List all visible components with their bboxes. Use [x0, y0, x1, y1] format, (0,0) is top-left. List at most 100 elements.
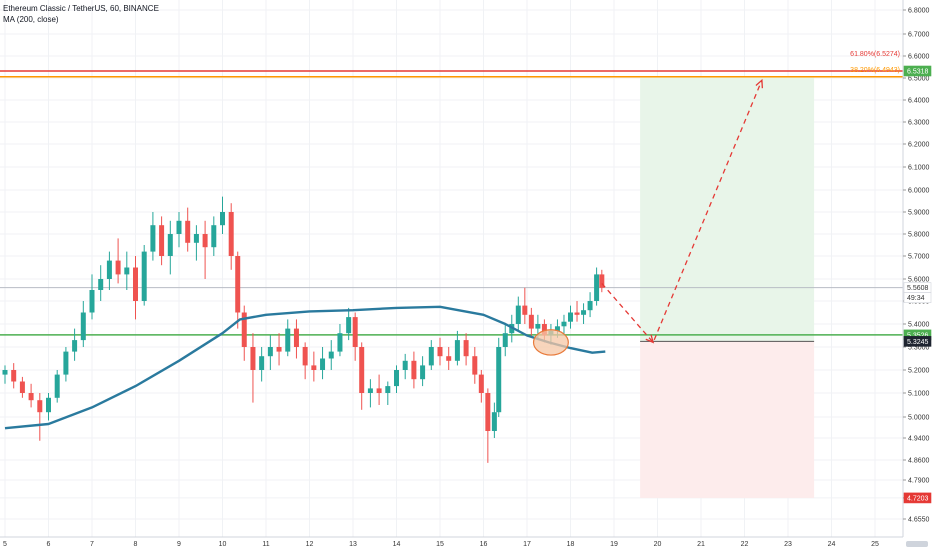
- price-tag-bg: [903, 336, 932, 347]
- candle: [502, 324, 508, 357]
- time-tick-label: 12: [306, 541, 314, 548]
- candle-body: [46, 397, 51, 413]
- candle: [454, 330, 460, 366]
- candle-body: [491, 412, 497, 431]
- time-tick-label: 13: [349, 541, 357, 548]
- candle: [352, 312, 358, 361]
- candle-body: [554, 326, 560, 331]
- candle: [267, 335, 273, 370]
- candle-body: [63, 351, 69, 375]
- candle-body: [463, 340, 469, 357]
- time-tick-label: 16: [480, 541, 488, 548]
- price-scale[interactable]: 6.8000 6.7000 6.6000 6.5000 6.4000 6.3000 6.20…: [902, 0, 932, 550]
- candle-body: [167, 234, 173, 256]
- time-tick-label: 23: [784, 541, 792, 548]
- candle: [428, 340, 434, 370]
- candles: [2, 196, 605, 463]
- projection-path: [601, 78, 764, 344]
- price-tick-label: 4.6550: [908, 517, 930, 524]
- candle-body: [385, 386, 391, 393]
- price-tag: 6.5318: [903, 65, 932, 77]
- candle-body: [502, 333, 508, 347]
- candle: [133, 256, 138, 320]
- price-tick-label: 5.7000: [908, 254, 930, 261]
- candle: [446, 347, 452, 370]
- time-tick-label: 15: [436, 541, 444, 548]
- candle-body: [72, 340, 78, 352]
- time-tick-label: 17: [523, 541, 531, 548]
- time-tick-label: 19: [610, 541, 618, 548]
- candle-body: [124, 267, 130, 275]
- candle-body: [587, 301, 593, 311]
- candle-body: [446, 356, 452, 361]
- candle: [115, 238, 121, 284]
- candle: [185, 207, 191, 252]
- candle-body: [402, 360, 408, 370]
- candle: [402, 353, 408, 380]
- candle-body: [337, 333, 343, 352]
- candle: [328, 340, 334, 370]
- price-tick-label: 6.0000: [908, 188, 930, 195]
- price-tick-label: 5.1000: [908, 391, 930, 398]
- candle: [376, 374, 382, 405]
- candle-body: [581, 310, 587, 315]
- candle: [259, 347, 265, 382]
- candle: [241, 305, 247, 361]
- price-tag-label: 5.3526: [907, 332, 929, 339]
- target-zone: [640, 76, 815, 342]
- candle: [346, 307, 352, 341]
- candle-body: [352, 317, 358, 347]
- price-tick-label: 5.4000: [908, 322, 930, 329]
- candle-body: [89, 290, 95, 313]
- horizontal-levels: [0, 70, 903, 336]
- candle-body: [561, 321, 567, 327]
- candle-body: [193, 234, 199, 243]
- candle: [420, 356, 426, 387]
- time-tick-label: 20: [654, 541, 662, 548]
- candle-body: [346, 317, 352, 334]
- candle: [28, 383, 34, 408]
- price-tick-label: 6.4000: [908, 98, 930, 105]
- candle: [220, 196, 225, 234]
- price-tag-label: 5.5608: [907, 285, 929, 292]
- candle-body: [37, 400, 43, 413]
- candle: [491, 402, 497, 438]
- candle-body: [454, 340, 460, 361]
- candle: [385, 381, 391, 405]
- candle-body: [241, 312, 247, 347]
- candle: [594, 267, 600, 306]
- projection-arrowhead-up: [755, 78, 764, 89]
- candle: [106, 251, 112, 290]
- candle-body: [159, 225, 165, 256]
- time-tick-label: 11: [262, 541, 269, 548]
- highlight-ellipse-group: [532, 329, 569, 356]
- candle-body: [515, 305, 521, 324]
- time-scale[interactable]: 5 6 7 8 9 10 11 12 13 14 15 16 17 18 19 20 21 22 23 24 25: [0, 536, 932, 550]
- candle: [98, 265, 104, 301]
- candle: [11, 363, 17, 389]
- candle: [437, 337, 443, 366]
- indicator-label[interactable]: MA (200, close): [3, 15, 59, 24]
- stop-zone: [640, 341, 815, 498]
- price-tick-label: 4.9400: [908, 436, 930, 443]
- time-tick-label: 10: [219, 541, 227, 548]
- candle-body: [98, 279, 104, 290]
- candle-body: [528, 314, 534, 329]
- candle-body: [367, 388, 373, 393]
- price-tick-label: 5.8000: [908, 232, 930, 239]
- candle: [202, 220, 208, 279]
- price-tag-bg: [903, 492, 932, 504]
- symbol-title[interactable]: Ethereum Classic / TetherUS, 60, BINANCE: [3, 4, 159, 13]
- candle-body: [202, 234, 208, 248]
- candle-body: [2, 370, 8, 375]
- candle-body: [376, 388, 382, 393]
- candle: [561, 314, 567, 336]
- candle-body: [485, 393, 491, 431]
- candle: [89, 274, 95, 320]
- candle: [574, 301, 580, 322]
- candle-body: [11, 370, 17, 382]
- candle-body: [311, 365, 317, 370]
- price-tick-label: 6.8000: [908, 8, 930, 15]
- price-tick-label: 4.7900: [908, 478, 930, 485]
